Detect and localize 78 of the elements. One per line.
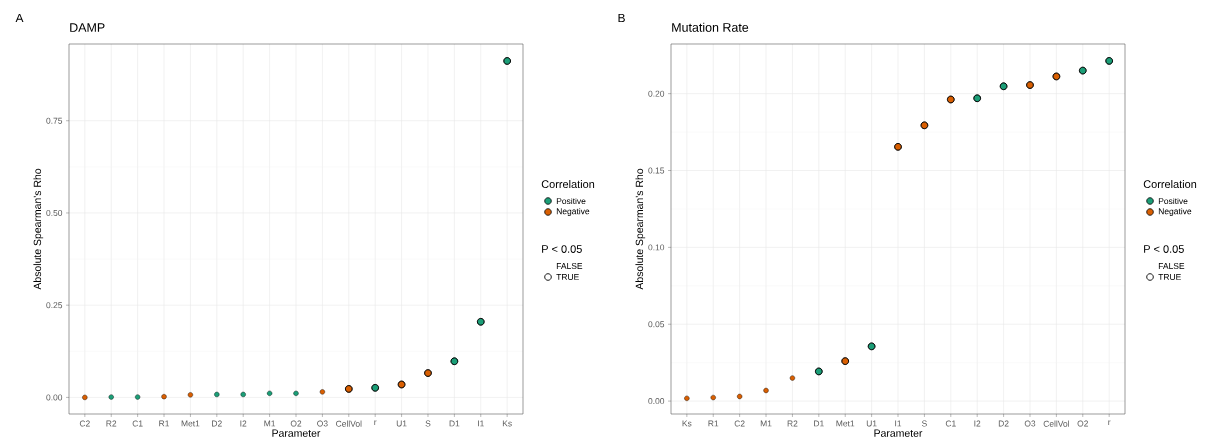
point	[214, 391, 220, 398]
x-tick-label: D1	[814, 420, 824, 427]
x-tick-label: O3	[1024, 420, 1036, 427]
x-tick-label: U1	[396, 420, 407, 427]
text: P < 0.05	[542, 245, 582, 253]
x-tick-label: D1	[449, 420, 460, 427]
point	[710, 394, 716, 401]
x-tick-label: D2	[998, 420, 1009, 427]
x-tick-label: Ks	[682, 420, 692, 427]
x-tick-label: I2	[240, 420, 247, 427]
chart-title: Mutation Rate	[672, 22, 749, 32]
y-tick-label: 0.25	[46, 302, 63, 309]
x-tick-label: R2	[106, 420, 117, 427]
y-tick-label: 0.10	[648, 244, 665, 251]
legend-title: Correlation	[541, 179, 595, 189]
y-tick-label: 0.15	[648, 167, 665, 174]
x-tick-label: M1	[760, 420, 772, 427]
x-tick-label: R2	[787, 420, 798, 427]
y-tick-label: 0.50	[46, 209, 63, 216]
legend-label: Negative	[1158, 208, 1192, 216]
x-tick-label: Met1	[181, 420, 200, 427]
x-tick-label: C1	[945, 420, 956, 427]
y-axis-title: Absolute Spearman's Rho	[635, 168, 646, 290]
point	[763, 387, 769, 394]
point	[737, 393, 743, 400]
x-tick-label: D2	[212, 420, 222, 427]
legend-label: Negative	[556, 208, 590, 216]
x-tick-label: S	[921, 420, 927, 427]
point	[789, 375, 796, 381]
point	[135, 394, 141, 400]
x-tick-label: r	[1108, 420, 1111, 426]
x-tick-label: CellVol	[1043, 420, 1069, 427]
x-tick-label: C1	[132, 420, 143, 427]
point	[293, 390, 299, 396]
x-tick-label: Ks	[502, 420, 512, 427]
y-tick-label: 0.75	[46, 117, 63, 124]
x-tick-label: R1	[708, 420, 719, 427]
x-tick-label: C2	[734, 420, 745, 427]
x-tick-label: I1	[895, 420, 902, 427]
y-tick-label: 0.20	[648, 90, 665, 97]
x-tick-label: R1	[159, 420, 170, 427]
y-axis-title: Absolute Spearman's Rho	[33, 168, 44, 290]
point	[108, 394, 114, 400]
x-tick-label: M1	[264, 420, 276, 427]
point	[240, 391, 246, 398]
point	[82, 394, 88, 400]
text: B	[618, 13, 625, 23]
text: P < 0.05	[1144, 245, 1184, 253]
x-tick-label: O2	[290, 420, 302, 427]
chart-title: DAMP	[70, 23, 105, 32]
x-tick-label: CellVol	[336, 420, 362, 427]
legend-label: Positive	[556, 197, 586, 205]
x-axis-title: Parameter	[272, 429, 321, 437]
legend-title: Correlation	[1143, 179, 1197, 189]
point	[161, 394, 167, 400]
x-tick-label: O3	[317, 420, 328, 427]
y-tick-label: 0.00	[46, 394, 63, 401]
x-tick-label: Met1	[836, 420, 855, 427]
x-tick-label: I2	[974, 420, 981, 427]
point	[187, 392, 194, 398]
x-tick-label: O2	[1077, 420, 1088, 427]
x-tick-label: U1	[866, 420, 877, 427]
point	[319, 389, 325, 395]
point	[684, 395, 690, 401]
x-tick-label: S	[425, 420, 431, 427]
legend-label: TRUE	[556, 274, 579, 280]
x-axis-title: Parameter	[874, 429, 923, 437]
y-tick-label: 0.05	[648, 321, 665, 328]
x-tick-label: I1	[478, 420, 484, 427]
x-tick-label: r	[374, 420, 377, 426]
text: A	[15, 13, 24, 23]
legend-label: TRUE	[1158, 274, 1181, 280]
point	[267, 390, 273, 396]
x-tick-label: C2	[79, 420, 90, 427]
text: FALSE	[556, 263, 583, 269]
text: FALSE	[1158, 263, 1185, 269]
y-tick-label: 0.00	[648, 398, 665, 405]
legend-label: Positive	[1158, 197, 1188, 205]
